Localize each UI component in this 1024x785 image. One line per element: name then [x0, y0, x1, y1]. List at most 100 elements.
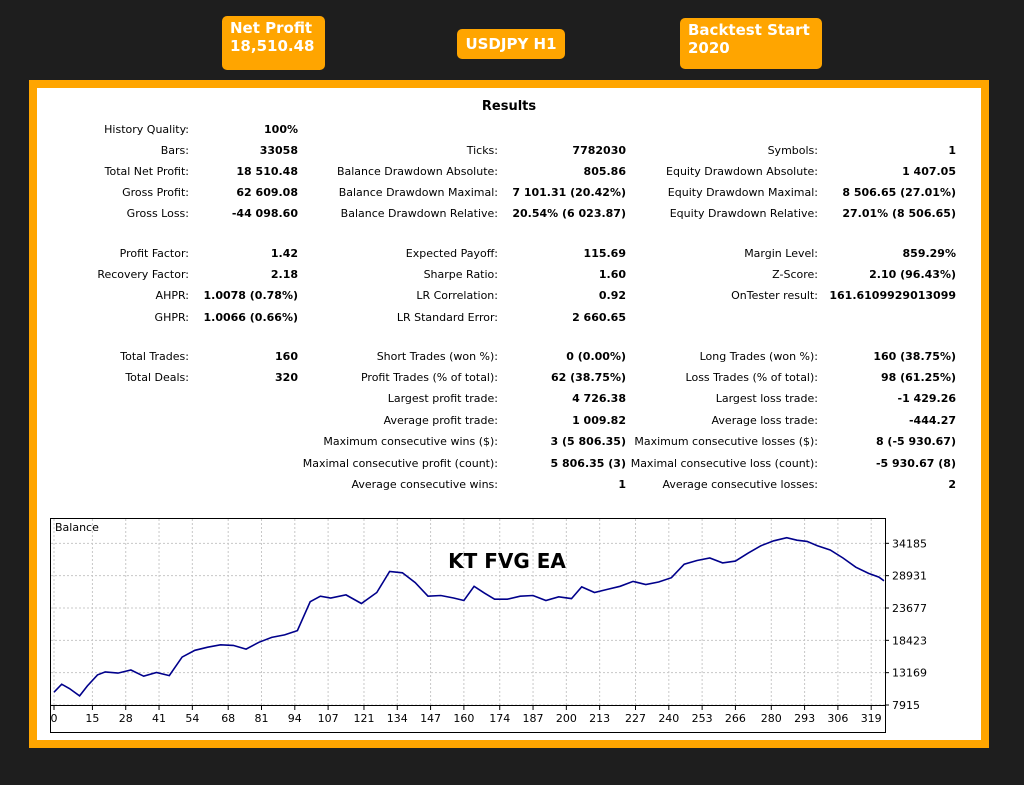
- equity-stat-value: 98 (61.25%): [880, 371, 956, 384]
- x-axis-tick-label: 213: [589, 712, 610, 725]
- x-axis-tick-label: 293: [794, 712, 815, 725]
- equity-stat-value: 8 (-5 930.67): [875, 435, 956, 448]
- x-axis-tick-label: 15: [85, 712, 99, 725]
- x-axis-tick-label: 266: [725, 712, 746, 725]
- x-axis-tick-label: 41: [152, 712, 166, 725]
- balance-series-line: [53, 536, 885, 698]
- equity-stat-value: 160 (38.75%): [873, 350, 956, 363]
- drawdown-stat-value: 1: [618, 478, 626, 491]
- y-axis-tick-label: 34185: [892, 537, 927, 550]
- summary-stat-value: 1.0078 (0.78%): [203, 289, 299, 302]
- drawdown-stat-value: 1.60: [598, 268, 626, 281]
- drawdown-stat-label: Short Trades (won %):: [376, 350, 498, 363]
- x-axis-tick-label: 121: [353, 712, 374, 725]
- drawdown-stat-label: Profit Trades (% of total):: [360, 371, 498, 384]
- drawdown-stat-label: Balance Drawdown Maximal:: [338, 186, 498, 199]
- balance-chart-svg: 7915 13169 18423 23677 28931 34185 0 15 28 41 54 68…: [50, 518, 927, 733]
- equity-stat-value: 2: [948, 478, 956, 491]
- equity-stat-label: Maximum consecutive losses ($):: [634, 435, 818, 448]
- equity-stat-label: Maximal consecutive loss (count):: [630, 457, 818, 470]
- results-panel: Results History Quality: 100% Bars: 33058 To…: [37, 88, 981, 740]
- x-axis-tick-label: 306: [827, 712, 848, 725]
- balance-chart: 7915 13169 18423 23677 28931 34185 0 15 28 41 54 68…: [50, 518, 968, 733]
- x-axis-tick-label: 54: [185, 712, 199, 725]
- symbol-badge: USDJPY H1: [457, 29, 565, 59]
- equity-stat-value: 1 407.05: [902, 165, 956, 178]
- chart-series-label: Balance: [55, 521, 99, 534]
- drawdown-stat-value: 115.69: [583, 247, 626, 260]
- equity-stat-label: Long Trades (won %):: [699, 350, 818, 363]
- drawdown-stat-label: Sharpe Ratio:: [423, 268, 498, 281]
- chart-watermark: KT FVG EA: [448, 549, 566, 573]
- equity-stat-value: 8 506.65 (27.01%): [842, 186, 956, 199]
- equity-stat-label: Average consecutive losses:: [662, 478, 818, 491]
- drawdown-stat-label: Average consecutive wins:: [351, 478, 498, 491]
- summary-stat-label: Total Trades:: [120, 350, 189, 363]
- drawdown-stat-value: 7782030: [572, 144, 626, 157]
- drawdown-stat-label: Balance Drawdown Relative:: [340, 207, 498, 220]
- x-axis-tick-label: 81: [255, 712, 269, 725]
- summary-stat-label: Total Deals:: [125, 371, 189, 384]
- drawdown-stat-label: LR Standard Error:: [396, 311, 498, 324]
- summary-stat-label: Bars:: [160, 144, 189, 157]
- drawdown-stat-label: Maximal consecutive profit (count):: [302, 457, 498, 470]
- drawdown-stat-label: Ticks:: [466, 144, 498, 157]
- summary-stat-value: -44 098.60: [231, 207, 298, 220]
- net-profit-badge-title: Net Profit: [230, 19, 313, 37]
- x-axis-tick-label: 187: [523, 712, 544, 725]
- equity-stat-label: Symbols:: [767, 144, 818, 157]
- equity-stat-label: Equity Drawdown Absolute:: [666, 165, 818, 178]
- drawdown-stat-value: 805.86: [583, 165, 626, 178]
- summary-stat-label: AHPR:: [155, 289, 189, 302]
- drawdown-stat-value: 3 (5 806.35): [550, 435, 626, 448]
- x-axis-tick-label: 68: [221, 712, 235, 725]
- drawdown-stat-label: Balance Drawdown Absolute:: [336, 165, 498, 178]
- equity-stat-label: Largest loss trade:: [715, 392, 818, 405]
- x-axis-tick-label: 200: [556, 712, 577, 725]
- equity-stat-label: OnTester result:: [731, 289, 818, 302]
- equity-stat-label: Margin Level:: [744, 247, 818, 260]
- net-profit-badge-value: 18,510.48: [230, 37, 315, 55]
- equity-stat-value: 1: [948, 144, 956, 157]
- results-title: Results: [481, 99, 537, 114]
- summary-stat-value: 1.0066 (0.66%): [203, 311, 299, 324]
- x-axis-tick-label: 280: [761, 712, 782, 725]
- x-axis-tick-label: 174: [489, 712, 510, 725]
- net-profit-badge: Net Profit 18,510.48: [222, 16, 325, 70]
- summary-stat-label: Profit Factor:: [119, 247, 189, 260]
- equity-stat-value: 2.10 (96.43%): [869, 268, 956, 281]
- equity-stat-label: Equity Drawdown Maximal:: [667, 186, 818, 199]
- summary-stat-value: 320: [275, 371, 298, 384]
- y-axis-tick-label: 18423: [892, 634, 927, 647]
- summary-stat-value: 100%: [264, 123, 298, 136]
- drawdown-stat-label: Average profit trade:: [383, 414, 498, 427]
- backtest-start-badge-value: 2020: [688, 39, 730, 57]
- equity-stat-label: Equity Drawdown Relative:: [669, 207, 818, 220]
- x-axis-tick-label: 28: [119, 712, 133, 725]
- summary-stat-label: Gross Loss:: [126, 207, 189, 220]
- drawdown-stat-value: 0 (0.00%): [566, 350, 626, 363]
- backtest-start-badge-title: Backtest Start: [688, 21, 810, 39]
- equity-stat-value: -5 930.67 (8): [875, 457, 956, 470]
- equity-stat-label: Average loss trade:: [711, 414, 818, 427]
- drawdown-stat-value: 2 660.65: [572, 311, 626, 324]
- x-axis-tick-label: 147: [420, 712, 441, 725]
- x-axis-tick-label: 0: [51, 712, 58, 725]
- summary-stat-value: 160: [275, 350, 298, 363]
- x-axis-tick-label: 253: [692, 712, 713, 725]
- x-axis-tick-label: 319: [861, 712, 882, 725]
- summary-stat-label: History Quality:: [104, 123, 189, 136]
- summary-stat-label: Gross Profit:: [122, 186, 189, 199]
- summary-stat-value: 1.42: [270, 247, 298, 260]
- x-axis-tick-label: 227: [625, 712, 646, 725]
- summary-stat-label: GHPR:: [154, 311, 189, 324]
- summary-stat-value: 2.18: [270, 268, 298, 281]
- drawdown-stat-value: 62 (38.75%): [550, 371, 626, 384]
- equity-stat-label: Z-Score:: [772, 268, 818, 281]
- drawdown-stat-value: 20.54% (6 023.87): [512, 207, 626, 220]
- equity-stat-value: -444.27: [908, 414, 956, 427]
- drawdown-stat-value: 5 806.35 (3): [550, 457, 626, 470]
- summary-stat-label: Total Net Profit:: [104, 165, 189, 178]
- y-axis-tick-label: 23677: [892, 602, 927, 615]
- summary-stat-value: 18 510.48: [236, 165, 298, 178]
